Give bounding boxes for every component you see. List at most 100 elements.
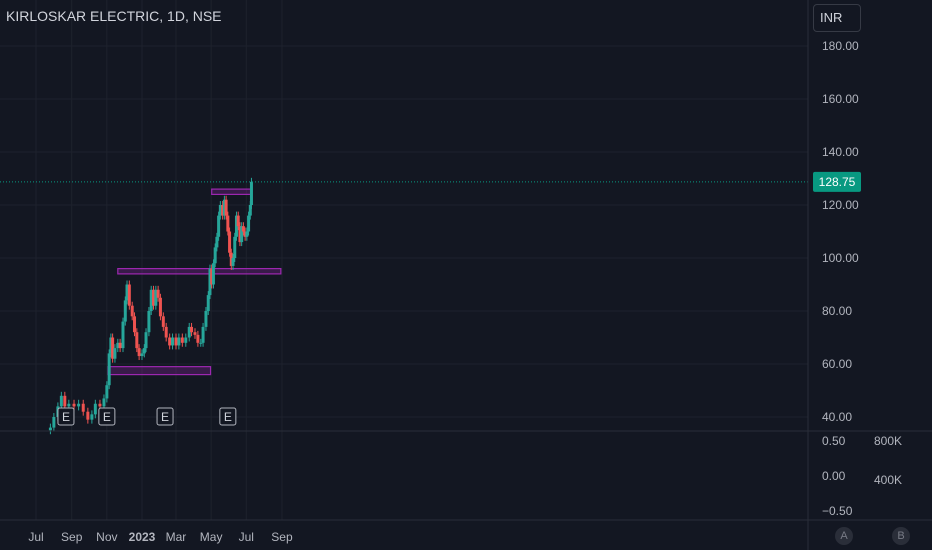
candle <box>135 332 139 349</box>
candle <box>201 326 205 343</box>
candle <box>118 342 122 349</box>
candle <box>72 403 76 407</box>
candle <box>116 342 120 349</box>
candle <box>125 284 129 301</box>
candle <box>102 398 106 407</box>
candle <box>98 403 102 407</box>
candle <box>174 337 178 346</box>
earnings-marker-label: E <box>62 410 70 424</box>
candlestick-series <box>48 177 253 435</box>
candle <box>247 215 251 232</box>
candle <box>127 284 131 306</box>
candle <box>196 334 200 343</box>
candle <box>149 289 153 311</box>
indicator-tick-label: 0.00 <box>822 469 846 483</box>
earnings-marker[interactable] <box>156 407 174 426</box>
candle <box>81 403 85 412</box>
log-scale-button[interactable]: B <box>892 527 910 545</box>
time-tick-label: Mar <box>166 530 187 544</box>
candle <box>208 268 212 296</box>
candle <box>211 263 215 285</box>
price-tick-label: 180.00 <box>822 39 859 53</box>
last-price-line: 128.75 <box>0 171 861 192</box>
candle <box>171 337 175 346</box>
candle <box>228 231 232 253</box>
earnings-marker-label: E <box>103 410 111 424</box>
candle <box>86 411 90 420</box>
last-price-badge <box>813 171 861 192</box>
candle <box>152 289 156 306</box>
candle <box>90 414 94 420</box>
candle <box>218 205 222 216</box>
earnings-marker[interactable] <box>219 407 237 426</box>
candle <box>142 348 146 354</box>
candle <box>144 332 148 349</box>
candle <box>224 199 228 216</box>
candle <box>107 353 111 386</box>
time-axis[interactable]: Jul Sep Nov 2023 Mar May Jul Sep <box>0 519 932 544</box>
candle <box>67 403 71 407</box>
candle <box>206 295 210 311</box>
volume-tick-label: 400K <box>874 473 902 487</box>
earnings-marker[interactable] <box>98 407 116 426</box>
candle <box>121 321 125 349</box>
time-tick-label: May <box>200 530 223 544</box>
candle <box>245 231 249 237</box>
candle <box>63 395 67 407</box>
candle <box>133 316 137 333</box>
candle <box>226 215 230 232</box>
candle <box>229 252 233 266</box>
candle <box>154 289 158 306</box>
candle <box>193 332 197 335</box>
candle <box>190 326 194 333</box>
candle <box>168 337 172 346</box>
candle <box>231 258 235 266</box>
currency-selector[interactable]: INR <box>813 4 861 32</box>
time-tick-label: Sep <box>61 530 83 544</box>
candle <box>137 348 141 357</box>
candle <box>109 337 113 354</box>
candle <box>52 417 56 428</box>
price-zone <box>117 268 282 275</box>
candle <box>243 231 247 237</box>
candle <box>248 205 252 216</box>
price-tick-label: 120.00 <box>822 198 859 212</box>
indicator-tick-label: −0.50 <box>822 504 853 518</box>
price-tick-label: 40.00 <box>822 410 852 424</box>
candle <box>161 316 165 327</box>
price-zone <box>211 188 253 196</box>
candle <box>177 337 181 346</box>
candle <box>234 215 238 237</box>
candle <box>158 297 162 317</box>
candle <box>164 326 168 338</box>
earnings-marker[interactable] <box>57 407 75 426</box>
candle <box>147 311 151 333</box>
volume-tick-label: 800K <box>874 434 902 448</box>
candle <box>77 403 81 407</box>
price-tick-label: 160.00 <box>822 92 859 106</box>
candle <box>180 337 184 343</box>
indicator-tick-label: 0.50 <box>822 434 846 448</box>
last-price-label: 128.75 <box>819 175 856 189</box>
candle <box>233 236 237 258</box>
auto-scale-button[interactable]: A <box>835 527 853 545</box>
price-tick-label: 100.00 <box>822 251 859 265</box>
candle <box>199 342 203 344</box>
price-axis[interactable]: 180.00 160.00 140.00 120.00 100.00 80.00 60.00… <box>807 0 859 550</box>
candle <box>236 215 240 227</box>
candle <box>222 199 226 216</box>
time-tick-label: 2023 <box>129 530 156 544</box>
time-tick-label: Nov <box>96 530 117 544</box>
candle <box>48 427 52 431</box>
candle <box>240 226 244 243</box>
candle <box>184 337 188 343</box>
earnings-marker-label: E <box>161 410 169 424</box>
candle <box>140 353 144 357</box>
candle <box>59 395 63 407</box>
candle <box>123 300 127 322</box>
support-resistance-zones <box>107 188 282 376</box>
candle <box>217 215 221 237</box>
candle <box>241 226 245 232</box>
